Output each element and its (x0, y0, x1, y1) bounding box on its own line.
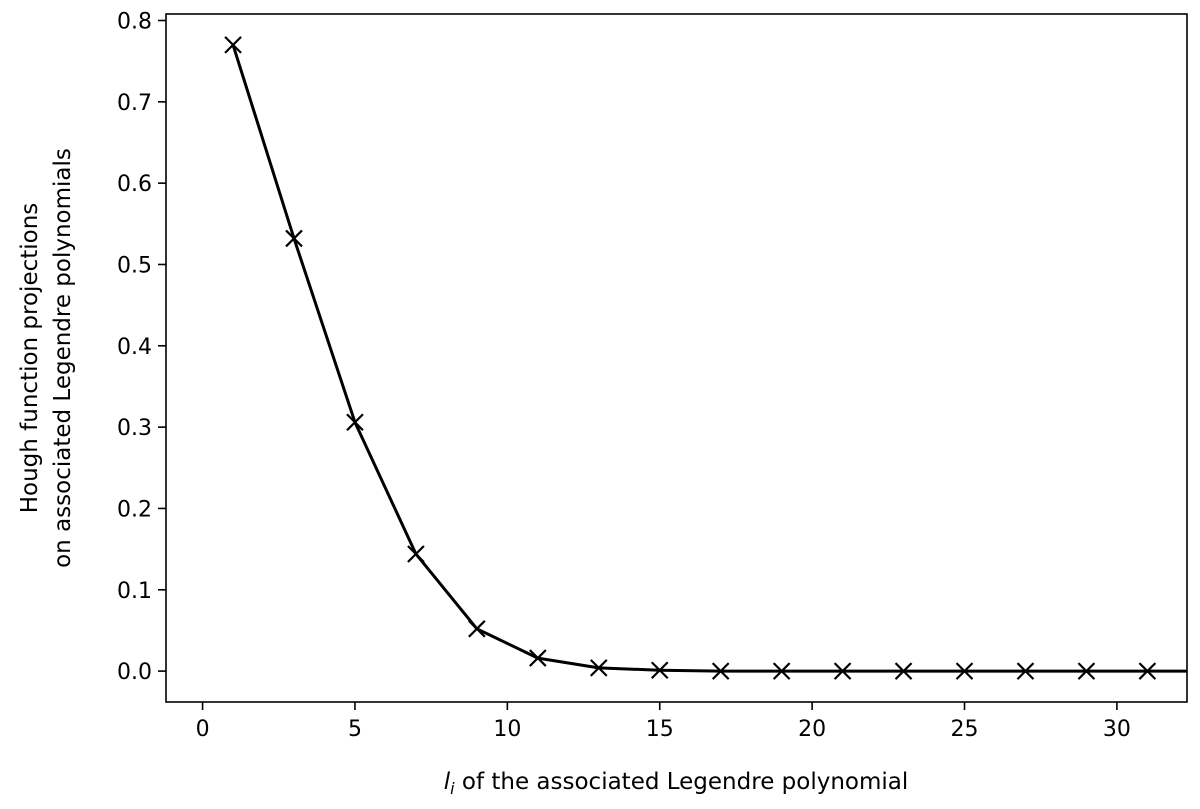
x-tick-label: 15 (646, 717, 674, 742)
data-point-marker (468, 620, 486, 638)
x-tick-label: 30 (1103, 717, 1131, 742)
x-axis-label-text: of the associated Legendre polynomial (455, 769, 909, 795)
y-tick-label: 0.3 (117, 416, 152, 441)
data-point-marker (224, 36, 242, 54)
data-point-marker (894, 662, 913, 680)
data-point-marker (650, 661, 669, 680)
y-tick-label: 0.1 (117, 579, 152, 604)
x-tick-label: 10 (493, 717, 521, 742)
y-axis-label-line1: Hough function projections (17, 203, 43, 514)
data-point-marker (955, 662, 974, 680)
series-layer (224, 36, 1187, 680)
y-tick-label: 0.4 (117, 335, 152, 360)
data-point-marker (590, 659, 608, 677)
data-point-marker (1138, 662, 1157, 680)
y-tick-label: 0.7 (117, 91, 152, 116)
x-tick-label: 20 (798, 717, 826, 742)
data-point-marker (833, 662, 852, 680)
y-tick-label: 0.0 (117, 660, 152, 685)
x-tick-label: 25 (951, 717, 979, 742)
y-axis-ticks: 0.0 0.1 0.2 0.3 0.4 0.5 0.6 0.7 0.8 (117, 10, 166, 685)
x-axis-label-symbol: l (444, 769, 451, 795)
series-line (231, 44, 1187, 673)
x-axis-label-subscript: i (450, 779, 455, 798)
plot-frame (165, 13, 1188, 703)
data-point-marker (285, 229, 303, 248)
data-point-marker (346, 413, 364, 432)
x-tick-label: 5 (348, 717, 362, 742)
x-axis-ticks: 0 5 10 15 20 25 30 (196, 702, 1131, 742)
y-axis-label-line2: on associated Legendre polynomials (50, 148, 76, 568)
x-axis-label: li of the associated Legendre polynomial (444, 769, 909, 798)
data-point-marker (407, 545, 425, 563)
y-tick-label: 0.6 (117, 172, 152, 197)
data-point-marker (772, 662, 791, 680)
y-tick-label: 0.5 (117, 253, 152, 278)
data-point-marker (1016, 662, 1035, 680)
data-point-marker (1077, 662, 1096, 680)
x-tick-label: 0 (196, 717, 210, 742)
y-tick-label: 0.8 (117, 10, 152, 35)
data-point-marker (529, 649, 547, 667)
data-point-marker (711, 662, 730, 680)
y-tick-label: 0.2 (117, 497, 152, 522)
